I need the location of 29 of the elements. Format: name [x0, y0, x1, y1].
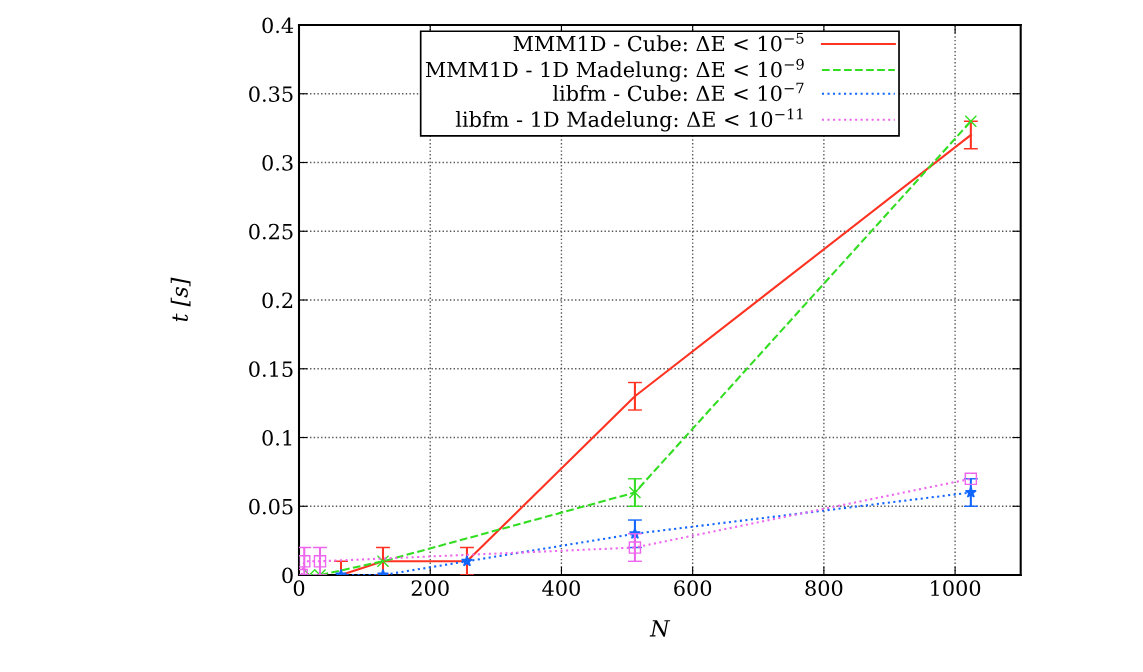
- point: [628, 486, 642, 499]
- x-tick-label: 400: [542, 580, 580, 597]
- point: [460, 555, 473, 567]
- y-tick-label: 0.15: [249, 361, 293, 377]
- point: [299, 555, 311, 568]
- y-tick-label: 0.35: [249, 86, 293, 102]
- legend-label: MMM1D - Cube: ΔE < 10$^{−5}$: [513, 32, 804, 52]
- point: [964, 472, 978, 486]
- legend-label: MMM1D - 1D Madelung: ΔE < 10$^{−9}$: [425, 58, 804, 82]
- point: [964, 115, 978, 128]
- y-tick-label: 0: [282, 567, 293, 584]
- y-axis-title: t [s]: [170, 277, 191, 322]
- x-tick-label: 600: [674, 580, 712, 597]
- y-tick-label: 0.3: [262, 154, 293, 171]
- x-tick-label: 200: [411, 580, 449, 597]
- x-axis-title: N: [649, 620, 671, 637]
- y-tick-label: 0.05: [249, 498, 293, 515]
- y-tick-label: 0.4: [262, 17, 294, 34]
- legend-label: libfm - 1D Madelung: ΔE < 10$^{−11}$: [455, 108, 803, 132]
- y-tick-label: 0.25: [249, 223, 293, 240]
- point: [628, 541, 642, 554]
- legend-label: libfm - Cube: ΔE < 10$^{−7}$: [552, 82, 804, 102]
- x-tick-label: 1000: [931, 580, 981, 597]
- point: [376, 555, 390, 568]
- y-tick-label: 0.2: [262, 292, 293, 309]
- y-tick-label: 0.1: [262, 429, 292, 446]
- x-tick-label: 800: [805, 580, 843, 597]
- x-tick-label: 0: [293, 580, 305, 597]
- point: [313, 555, 327, 568]
